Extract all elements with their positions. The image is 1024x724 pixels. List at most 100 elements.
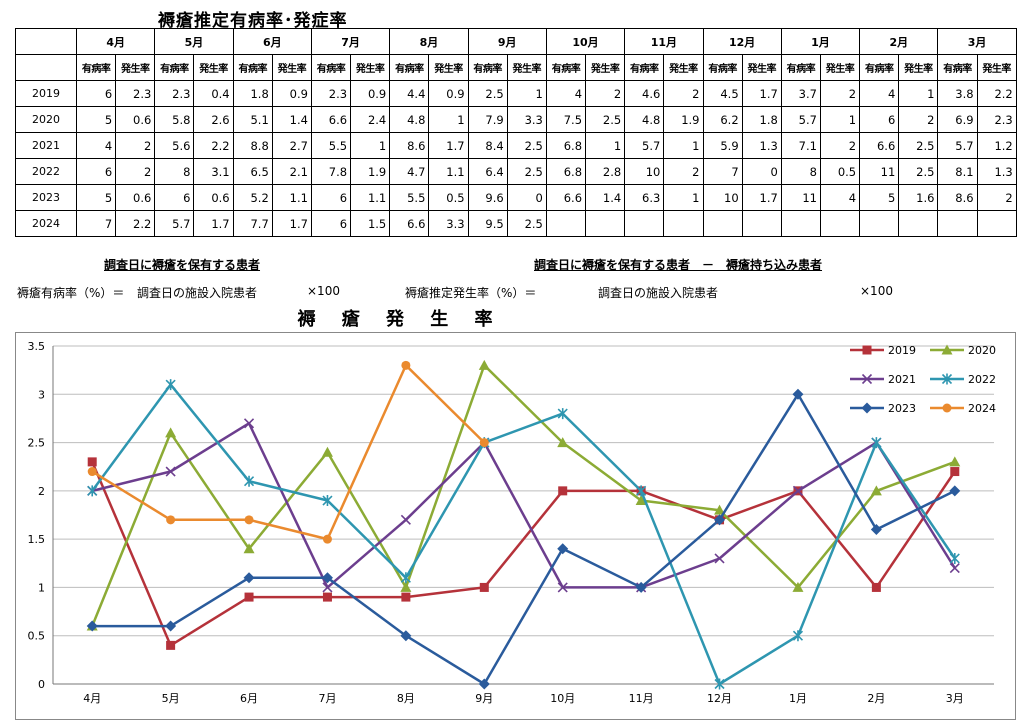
data-point-2022 (400, 572, 411, 584)
value-cell: 1.7 (741, 80, 782, 107)
data-point-2023 (243, 572, 255, 584)
value-cell: 6 (154, 184, 195, 211)
value-cell: 1.6 (898, 184, 939, 211)
prevalence-header: 有病率 (545, 54, 587, 81)
month-header: 8月 (389, 28, 469, 55)
value-cell: 5.7 (937, 132, 978, 159)
value-cell: 1.3 (741, 132, 782, 159)
legend-item-2021: 2021 (850, 373, 916, 386)
prevalence-header: 有病率 (937, 54, 978, 81)
value-cell: 2.3 (154, 80, 195, 107)
value-cell: 0.9 (428, 80, 469, 107)
value-cell: 0.6 (115, 106, 156, 133)
value-cell: 1 (585, 132, 626, 159)
value-cell: 5 (859, 184, 900, 211)
value-cell: 2 (819, 132, 861, 159)
value-cell: 1 (506, 80, 547, 107)
value-cell: 7.9 (467, 106, 508, 133)
value-cell: 2.5 (506, 210, 547, 237)
year-cell: 2024 (15, 210, 77, 237)
value-cell: 6.2 (702, 106, 743, 133)
chart-title: 褥 瘡 発 生 率 (297, 309, 503, 330)
value-cell: 2.3 (310, 80, 352, 107)
value-cell: 6.5 (232, 158, 273, 185)
value-cell: 4.4 (389, 80, 430, 107)
y-tick-label: 0 (38, 678, 45, 691)
prevalence-times: ×100 (307, 284, 340, 298)
value-cell (545, 210, 587, 237)
prevalence-header: 有病率 (702, 54, 743, 81)
year-cell: 2023 (15, 184, 77, 211)
data-point-2019 (87, 457, 97, 467)
legend-item-2019: 2019 (850, 344, 916, 357)
value-cell: 1.2 (976, 132, 1017, 159)
value-cell: 0.9 (350, 80, 391, 107)
value-cell: 6.6 (389, 210, 430, 237)
value-cell: 6 (75, 80, 117, 107)
value-cell: 1.7 (271, 210, 312, 237)
data-point-2020 (243, 543, 255, 554)
value-cell: 1.1 (350, 184, 391, 211)
incidence-line-chart: 0 0.5 1 1.5 2 2.5 3 3.5 4月 5月 6月 7月 8月 9月 10月 11月 12月 1月 2… (15, 332, 1016, 720)
value-cell: 5.7 (780, 106, 821, 133)
value-cell: 0 (506, 184, 547, 211)
value-cell: 8.6 (389, 132, 430, 159)
data-point-2021 (557, 582, 568, 593)
value-cell (624, 210, 665, 237)
value-cell: 5.1 (232, 106, 273, 133)
data-point-2020 (557, 437, 569, 448)
value-cell (780, 210, 821, 237)
corner-cell (15, 54, 77, 81)
value-cell: 1.1 (428, 158, 469, 185)
data-point-2021 (714, 553, 725, 564)
value-cell: 1 (350, 132, 391, 159)
value-cell: 8.1 (937, 158, 978, 185)
data-point-2022 (636, 485, 647, 497)
series-line-2022 (91, 383, 956, 686)
value-cell: 4.8 (624, 106, 665, 133)
prevalence-label: 褥瘡有病率（%）＝ (17, 286, 125, 300)
value-cell: 1.8 (741, 106, 782, 133)
value-cell: 6 (859, 106, 900, 133)
data-point-2023 (165, 620, 177, 632)
data-point-2021 (243, 418, 255, 429)
value-cell: 6 (310, 210, 352, 237)
incidence-denominator: 調査日の施設入院患者 (598, 286, 719, 300)
incidence-header: 発生率 (663, 54, 704, 81)
incidence-numerator: 調査日に褥瘡を保有する患者 － 褥瘡持ち込み患者 (534, 258, 823, 272)
month-header: 2月 (859, 28, 939, 55)
legend-label: 2020 (968, 344, 996, 357)
data-point-2022 (243, 475, 255, 487)
data-point-2022 (949, 552, 960, 564)
incidence-header: 発生率 (115, 54, 156, 81)
data-point-2022 (871, 437, 882, 449)
data-point-2020 (635, 495, 647, 506)
year-cell: 2021 (15, 132, 77, 159)
data-point-2019 (322, 592, 332, 602)
incidence-header: 発生率 (898, 54, 939, 81)
series-line-2019 (91, 461, 956, 647)
legend-marker (942, 403, 952, 413)
value-cell: 7.5 (545, 106, 587, 133)
data-point-2023 (478, 678, 490, 690)
value-cell: 4 (545, 80, 587, 107)
data-point-2021 (400, 514, 411, 525)
value-cell: 6.3 (624, 184, 665, 211)
x-tick-label: 12月 (707, 692, 732, 705)
value-cell: 2.3 (976, 106, 1017, 133)
value-cell: 2 (819, 80, 861, 107)
data-point-2020 (714, 504, 726, 515)
value-cell: 9.5 (467, 210, 508, 237)
series-2022 (87, 379, 960, 690)
x-tick-label: 10月 (550, 692, 575, 705)
data-point-2019 (558, 486, 568, 496)
value-cell: 2.7 (271, 132, 312, 159)
data-point-2021 (949, 563, 960, 574)
value-cell: 5.7 (624, 132, 665, 159)
table-row: 2023 5 0.6 6 0.6 5.2 1.1 6 1.1 5.5 0.5 9.6 0 6.6 1.4 6.… (15, 184, 1017, 211)
value-cell (937, 210, 978, 237)
corner-cell (15, 28, 77, 55)
value-cell: 1.4 (271, 106, 312, 133)
prevalence-header: 有病率 (389, 54, 430, 81)
value-cell: 1.7 (193, 210, 234, 237)
